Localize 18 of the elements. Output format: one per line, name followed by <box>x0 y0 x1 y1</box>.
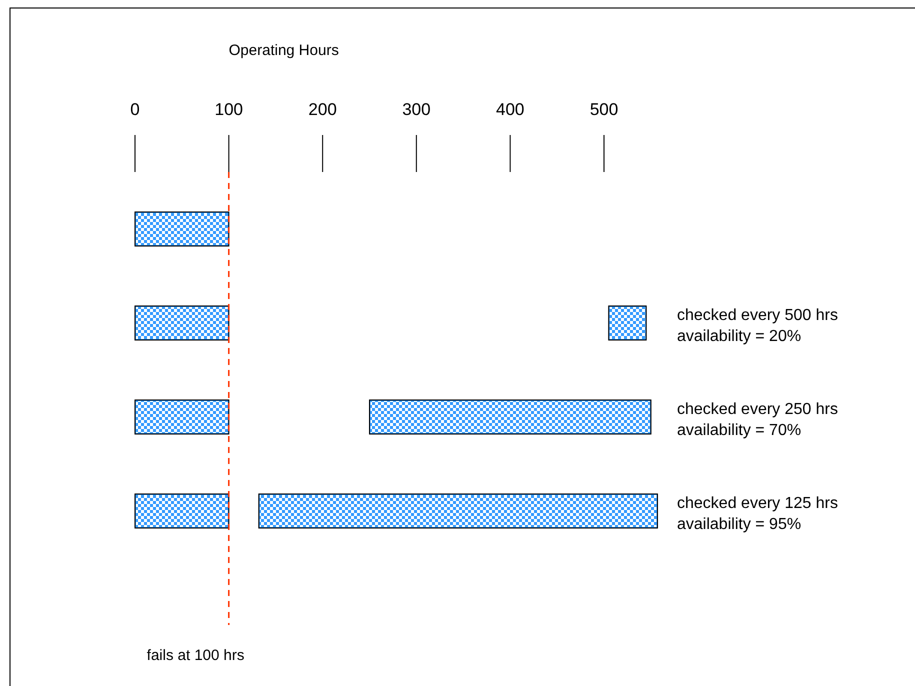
bar <box>134 212 230 246</box>
x-tick-label: 100 <box>214 100 243 119</box>
bar <box>258 494 658 528</box>
x-axis-title: Operating Hours <box>228 42 339 59</box>
bar <box>608 306 647 340</box>
x-tick-label: 200 <box>308 100 337 119</box>
x-tick-label: 0 <box>130 100 140 119</box>
text: checked every 500 hrs availability = 20% <box>677 307 838 345</box>
x-tick-label: 300 <box>402 100 431 119</box>
bar <box>134 400 230 434</box>
bar <box>134 494 230 528</box>
ref-line-label: fails at 100 hrs <box>146 647 244 664</box>
x-tick-label: 400 <box>496 100 524 119</box>
x-tick-label: 500 <box>590 100 618 119</box>
bar <box>134 306 230 340</box>
text: checked every 125 hrs availability = 95% <box>677 495 838 533</box>
text: checked every 250 hrs availability = 70% <box>677 401 838 439</box>
bar <box>369 400 652 434</box>
